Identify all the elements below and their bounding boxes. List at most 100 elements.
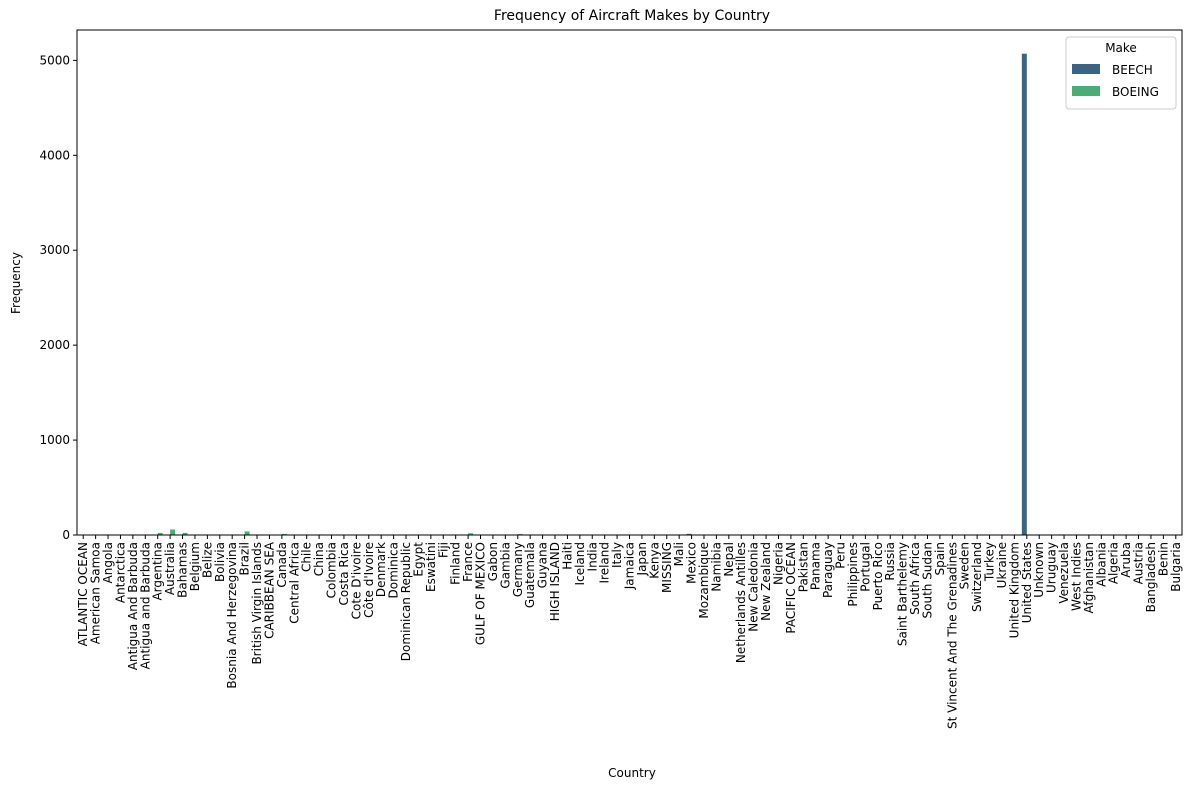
x-tick-label-68: South Sudan	[920, 542, 934, 619]
x-tick-label-51: Namibia	[709, 542, 723, 592]
x-tick-label-49: Mexico	[685, 542, 699, 584]
x-tick-label-12: Bosnia And Herzegovina	[225, 542, 239, 689]
x-tick-label-6: Argentina	[151, 542, 165, 601]
x-axis-label: Country	[608, 766, 656, 780]
x-tick-label-73: Turkey	[983, 542, 997, 582]
x-tick-label-23: Côte d'Ivoire	[362, 542, 376, 618]
x-tick-label-8: Bahamas	[176, 542, 190, 598]
x-tick-label-56: Nigeria	[771, 542, 785, 585]
x-tick-label-22: Cote D'ivoire	[349, 542, 363, 619]
x-tick-label-42: Ireland	[598, 542, 612, 584]
x-tick-label-71: Sweden	[958, 542, 972, 589]
chart-title: Frequency of Aircraft Makes by Country	[494, 8, 770, 24]
x-tick-label-61: Peru	[834, 542, 848, 569]
x-tick-label-9: Belgium	[188, 542, 202, 591]
x-tick-label-70: St Vincent And The Grenadines	[945, 542, 959, 729]
x-tick-label-39: Haiti	[560, 542, 574, 570]
x-tick-label-48: Mali	[672, 542, 686, 566]
legend-label-boeing: BOEING	[1112, 85, 1159, 99]
x-tick-label-29: Fiji	[436, 542, 450, 558]
x-tick-label-41: India	[585, 542, 599, 571]
bar-boeing-8	[182, 532, 188, 535]
x-tick-label-21: Costa Rica	[337, 542, 351, 605]
x-tick-label-52: Nepal	[722, 542, 736, 577]
bar-boeing-6	[157, 532, 163, 535]
x-tick-label-78: Uruguay	[1045, 542, 1059, 593]
bar-boeing-16	[281, 533, 287, 535]
x-tick-label-2: Angola	[101, 542, 115, 583]
x-tick-label-74: Ukraine	[995, 542, 1009, 588]
x-tick-label-5: Antigua and Barbuda	[138, 542, 152, 669]
x-tick-label-60: Paraguay	[821, 542, 835, 598]
x-tick-label-79: Venezuela	[1057, 542, 1071, 604]
x-tick-label-67: South Africa	[908, 542, 922, 615]
x-tick-label-82: Albania	[1094, 542, 1108, 587]
legend: Make BEECH BOEING	[1065, 36, 1177, 110]
bar-beech-76	[1021, 53, 1027, 535]
x-tick-label-30: Finland	[449, 542, 463, 585]
y-tick-label-1: 1000	[39, 433, 70, 447]
x-tick-label-36: Guatemala	[523, 542, 537, 608]
x-tick-label-11: Bolivia	[213, 542, 227, 582]
x-tick-label-62: Philippines	[846, 542, 860, 607]
y-tick-label-2: 2000	[39, 338, 70, 352]
bar-boeing-13	[244, 531, 250, 535]
x-tick-label-43: Italy	[610, 542, 624, 568]
x-tick-label-3: Antarctica	[113, 542, 127, 603]
x-tick-label-83: Algeria	[1107, 542, 1121, 584]
x-tick-label-47: MISSING	[660, 542, 674, 593]
x-tick-label-15: CARIBBEAN SEA	[262, 541, 276, 639]
y-tick-label-3: 3000	[39, 243, 70, 257]
x-tick-label-85: Austria	[1132, 542, 1146, 584]
x-tick-label-32: GULF OF MEXICO	[474, 542, 488, 645]
x-tick-label-31: France	[461, 542, 475, 582]
x-tick-label-45: Japan	[635, 542, 649, 576]
x-tick-label-72: Switzerland	[970, 542, 984, 612]
x-tick-label-66: Saint Barthelemy	[896, 542, 910, 646]
x-tick-label-77: Unknown	[1032, 542, 1046, 598]
bar-beech-49	[686, 533, 692, 535]
legend-label-beech: BEECH	[1112, 63, 1153, 77]
x-tick-label-4: Antigua And Barbuda	[126, 542, 140, 670]
x-tick-label-58: Pakistan	[796, 542, 810, 592]
x-tick-label-20: Colombia	[325, 542, 339, 598]
x-tick-label-0: ATLANTIC OCEAN	[76, 542, 90, 646]
x-tick-label-53: Netherlands Antilles	[734, 542, 748, 663]
x-tick-label-38: HIGH ISLAND	[548, 542, 562, 621]
x-tick-label-88: Bulgaria	[1169, 542, 1183, 592]
y-tick-label-0: 0	[62, 528, 70, 542]
x-tick-label-18: Chile	[300, 542, 314, 572]
x-tick-label-50: Mozambique	[697, 542, 711, 619]
x-tick-label-57: PACIFIC OCEAN	[784, 542, 798, 634]
x-tick-label-37: Guyana	[536, 542, 550, 588]
y-tick-label-4: 4000	[39, 148, 70, 162]
x-tick-label-80: West Indies	[1069, 542, 1083, 611]
bar-boeing-31	[468, 533, 474, 535]
x-tick-label-10: Belize	[200, 542, 214, 578]
x-tick-label-33: Gabon	[486, 542, 500, 581]
x-tick-label-46: Kenya	[647, 542, 661, 579]
x-tick-label-86: Bangladesh	[1144, 542, 1158, 612]
x-tick-label-1: American Samoa	[89, 542, 103, 644]
x-tick-label-26: Dominican Republic	[399, 542, 413, 661]
x-tick-label-54: New Caledonia	[747, 542, 761, 632]
x-tick-label-84: Aruba	[1119, 542, 1133, 578]
x-tick-label-69: Spain	[933, 542, 947, 576]
x-tick-label-64: Puerto Rico	[871, 542, 885, 610]
legend-title: Make	[1105, 41, 1137, 55]
x-tick-label-14: British Virgin Islands	[250, 542, 264, 665]
x-tick-label-59: Panama	[809, 542, 823, 590]
legend-swatch-beech	[1072, 64, 1100, 74]
x-tick-label-44: Jamaica	[623, 542, 637, 590]
x-tick-label-17: Central Africa	[287, 542, 301, 624]
x-tick-label-16: Canada	[275, 542, 289, 588]
x-tick-label-81: Afghanistan	[1082, 542, 1096, 613]
x-tick-label-27: Egypt	[411, 542, 425, 577]
x-tick-label-75: United Kingdom	[1007, 542, 1021, 638]
legend-swatch-boeing	[1072, 86, 1100, 96]
x-tick-label-35: Germany	[511, 542, 525, 597]
x-tick-label-28: Eswatini	[424, 542, 438, 592]
x-tick-label-55: New Zealand	[759, 542, 773, 621]
